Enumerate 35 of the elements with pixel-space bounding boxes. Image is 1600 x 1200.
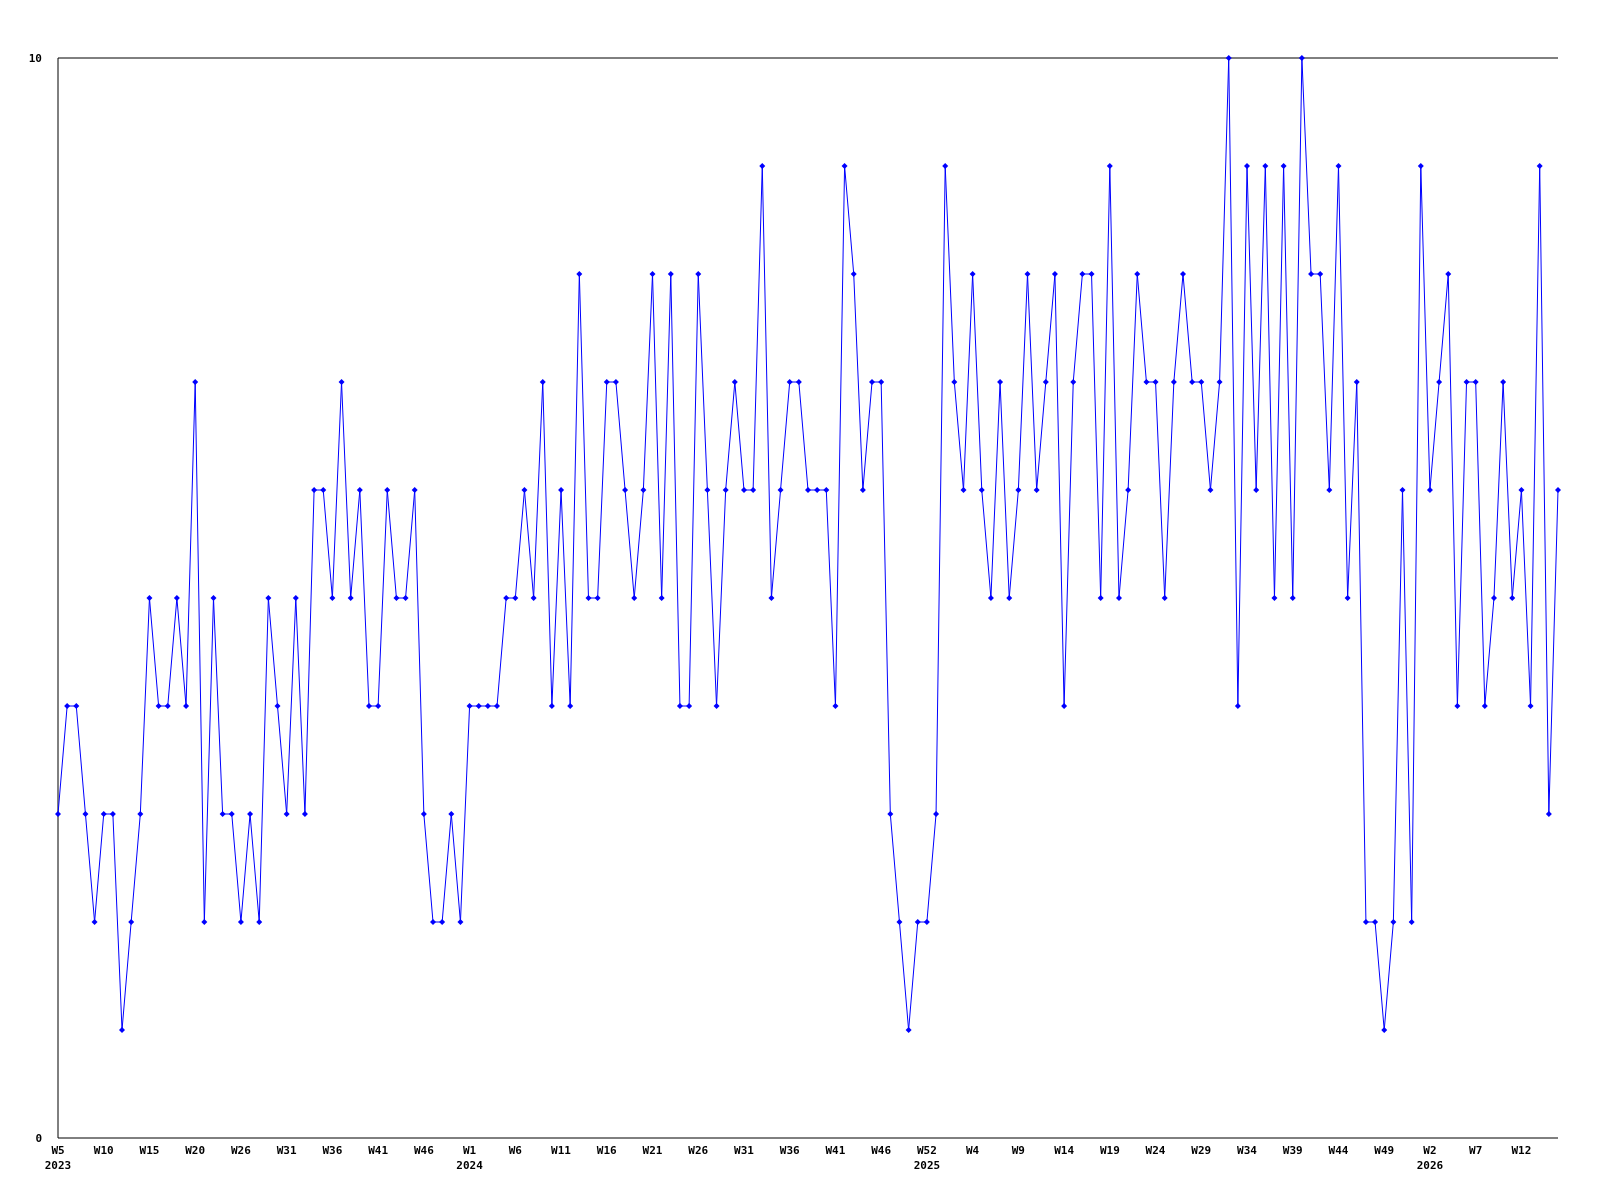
- x-tick-label: W44: [1328, 1144, 1349, 1157]
- x-tick-label: W46: [871, 1144, 892, 1157]
- x-tick-label: W41: [825, 1144, 846, 1157]
- x-tick-label: W36: [779, 1144, 801, 1157]
- y-tick-label: 10: [28, 51, 42, 65]
- x-tick-label: W5 2023: [44, 1144, 72, 1172]
- x-tick-label: W29: [1191, 1144, 1212, 1157]
- x-tick-label: W11: [551, 1144, 572, 1157]
- x-tick-label: W26: [230, 1144, 252, 1157]
- x-tick-label: W46: [413, 1144, 435, 1157]
- x-tick-label: W9: [1011, 1144, 1025, 1157]
- x-tick-label: W16: [596, 1144, 618, 1157]
- x-tick-label: W19: [1099, 1144, 1120, 1157]
- x-tick-label: W36: [322, 1144, 343, 1157]
- x-tick-label: W15: [139, 1144, 160, 1157]
- x-tick-label: W12: [1511, 1144, 1532, 1157]
- x-tick-label: W21: [642, 1144, 663, 1157]
- x-tick-label: W39: [1282, 1144, 1303, 1157]
- x-tick-label: W6: [508, 1144, 523, 1157]
- x-tick-label: W31: [276, 1144, 297, 1157]
- x-tick-label: W49: [1374, 1144, 1395, 1157]
- x-tick-label: W26: [688, 1144, 709, 1157]
- x-tick-label: W1 2024: [456, 1144, 484, 1172]
- x-tick-label: W41: [368, 1144, 389, 1157]
- x-tick-label: W52 2025: [913, 1144, 941, 1172]
- y-tick-label: 0: [35, 1131, 42, 1145]
- x-tick-label: W2 2026: [1416, 1144, 1444, 1172]
- x-tick-label: W10: [93, 1144, 114, 1157]
- x-tick-label: W34: [1237, 1144, 1258, 1157]
- x-tick-label: W24: [1145, 1144, 1166, 1157]
- x-tick-label: W14: [1054, 1144, 1075, 1157]
- x-tick-label: W20: [185, 1144, 206, 1157]
- x-tick-label: W31: [734, 1144, 755, 1157]
- x-tick-label: W7: [1469, 1144, 1483, 1157]
- x-tick-label: W4: [966, 1144, 980, 1157]
